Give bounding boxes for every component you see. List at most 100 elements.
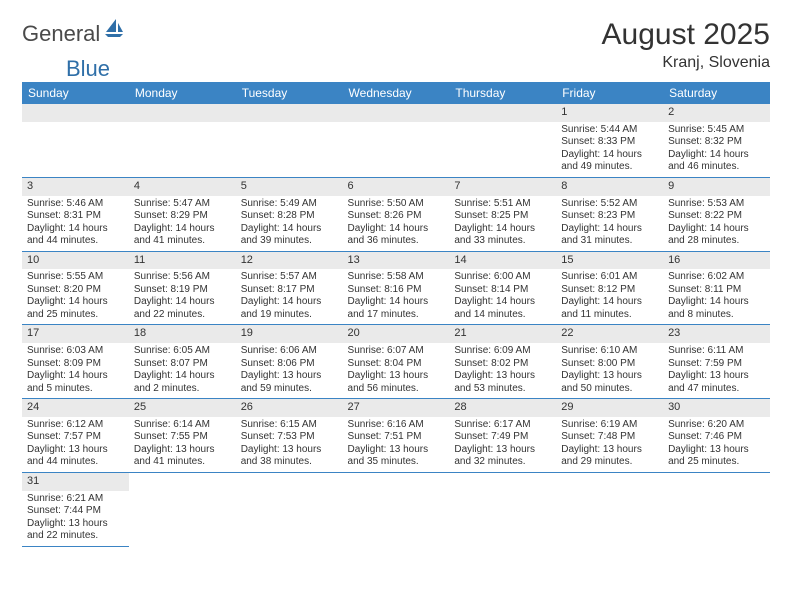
logo: General [22, 18, 125, 47]
day-body: Sunrise: 6:19 AMSunset: 7:48 PMDaylight:… [556, 417, 663, 472]
day-body: Sunrise: 6:05 AMSunset: 8:07 PMDaylight:… [129, 343, 236, 398]
day-body: Sunrise: 5:44 AMSunset: 8:33 PMDaylight:… [556, 122, 663, 177]
day-body: Sunrise: 5:46 AMSunset: 8:31 PMDaylight:… [22, 196, 129, 251]
day-number: 15 [556, 252, 663, 270]
day-body: Sunrise: 5:53 AMSunset: 8:22 PMDaylight:… [663, 196, 770, 251]
day-body: Sunrise: 5:57 AMSunset: 8:17 PMDaylight:… [236, 269, 343, 324]
calendar-cell: 25Sunrise: 6:14 AMSunset: 7:55 PMDayligh… [129, 399, 236, 473]
calendar-cell: 7Sunrise: 5:51 AMSunset: 8:25 PMDaylight… [449, 177, 556, 251]
calendar-cell: 17Sunrise: 6:03 AMSunset: 8:09 PMDayligh… [22, 325, 129, 399]
day-number: 13 [343, 252, 450, 270]
day-body: Sunrise: 5:56 AMSunset: 8:19 PMDaylight:… [129, 269, 236, 324]
day-body: Sunrise: 6:06 AMSunset: 8:06 PMDaylight:… [236, 343, 343, 398]
day-body: Sunrise: 6:21 AMSunset: 7:44 PMDaylight:… [22, 491, 129, 546]
day-body: Sunrise: 6:10 AMSunset: 8:00 PMDaylight:… [556, 343, 663, 398]
calendar-col-header: Thursday [449, 82, 556, 104]
calendar-cell [22, 104, 129, 177]
calendar-cell [343, 472, 450, 546]
day-body: Sunrise: 6:17 AMSunset: 7:49 PMDaylight:… [449, 417, 556, 472]
calendar-cell [236, 472, 343, 546]
day-body: Sunrise: 5:52 AMSunset: 8:23 PMDaylight:… [556, 196, 663, 251]
day-body: Sunrise: 6:02 AMSunset: 8:11 PMDaylight:… [663, 269, 770, 324]
calendar-cell: 1Sunrise: 5:44 AMSunset: 8:33 PMDaylight… [556, 104, 663, 177]
calendar-cell: 18Sunrise: 6:05 AMSunset: 8:07 PMDayligh… [129, 325, 236, 399]
calendar-cell: 29Sunrise: 6:19 AMSunset: 7:48 PMDayligh… [556, 399, 663, 473]
day-number: 6 [343, 178, 450, 196]
calendar-cell: 27Sunrise: 6:16 AMSunset: 7:51 PMDayligh… [343, 399, 450, 473]
calendar-cell: 5Sunrise: 5:49 AMSunset: 8:28 PMDaylight… [236, 177, 343, 251]
day-number: 23 [663, 325, 770, 343]
calendar-cell: 14Sunrise: 6:00 AMSunset: 8:14 PMDayligh… [449, 251, 556, 325]
calendar-cell: 19Sunrise: 6:06 AMSunset: 8:06 PMDayligh… [236, 325, 343, 399]
day-body: Sunrise: 5:55 AMSunset: 8:20 PMDaylight:… [22, 269, 129, 324]
calendar-cell: 13Sunrise: 5:58 AMSunset: 8:16 PMDayligh… [343, 251, 450, 325]
day-number: 11 [129, 252, 236, 270]
calendar-cell: 12Sunrise: 5:57 AMSunset: 8:17 PMDayligh… [236, 251, 343, 325]
page-title: August 2025 [602, 18, 770, 52]
calendar-cell: 28Sunrise: 6:17 AMSunset: 7:49 PMDayligh… [449, 399, 556, 473]
calendar-cell: 26Sunrise: 6:15 AMSunset: 7:53 PMDayligh… [236, 399, 343, 473]
day-number: 28 [449, 399, 556, 417]
title-block: August 2025 Kranj, Slovenia [602, 18, 770, 72]
page-subtitle: Kranj, Slovenia [602, 54, 770, 72]
calendar-cell: 6Sunrise: 5:50 AMSunset: 8:26 PMDaylight… [343, 177, 450, 251]
day-number: 8 [556, 178, 663, 196]
day-body: Sunrise: 5:50 AMSunset: 8:26 PMDaylight:… [343, 196, 450, 251]
logo-text-blue: Blue [66, 56, 110, 82]
calendar-cell: 3Sunrise: 5:46 AMSunset: 8:31 PMDaylight… [22, 177, 129, 251]
calendar-cell: 16Sunrise: 6:02 AMSunset: 8:11 PMDayligh… [663, 251, 770, 325]
day-body: Sunrise: 6:20 AMSunset: 7:46 PMDaylight:… [663, 417, 770, 472]
day-number: 4 [129, 178, 236, 196]
day-number: 12 [236, 252, 343, 270]
day-number: 21 [449, 325, 556, 343]
day-body: Sunrise: 6:12 AMSunset: 7:57 PMDaylight:… [22, 417, 129, 472]
day-body: Sunrise: 5:51 AMSunset: 8:25 PMDaylight:… [449, 196, 556, 251]
calendar-cell: 22Sunrise: 6:10 AMSunset: 8:00 PMDayligh… [556, 325, 663, 399]
day-number: 19 [236, 325, 343, 343]
day-body: Sunrise: 6:09 AMSunset: 8:02 PMDaylight:… [449, 343, 556, 398]
calendar-cell [129, 472, 236, 546]
day-body: Sunrise: 5:49 AMSunset: 8:28 PMDaylight:… [236, 196, 343, 251]
sailboat-icon [103, 18, 125, 44]
calendar-cell: 9Sunrise: 5:53 AMSunset: 8:22 PMDaylight… [663, 177, 770, 251]
calendar-cell: 15Sunrise: 6:01 AMSunset: 8:12 PMDayligh… [556, 251, 663, 325]
calendar-cell [343, 104, 450, 177]
calendar-col-header: Friday [556, 82, 663, 104]
calendar-col-header: Wednesday [343, 82, 450, 104]
day-number: 16 [663, 252, 770, 270]
calendar-cell [663, 472, 770, 546]
day-body: Sunrise: 6:16 AMSunset: 7:51 PMDaylight:… [343, 417, 450, 472]
day-number: 5 [236, 178, 343, 196]
calendar-body: 1Sunrise: 5:44 AMSunset: 8:33 PMDaylight… [22, 104, 770, 546]
day-number: 29 [556, 399, 663, 417]
calendar-cell: 24Sunrise: 6:12 AMSunset: 7:57 PMDayligh… [22, 399, 129, 473]
calendar-col-header: Tuesday [236, 82, 343, 104]
day-number: 2 [663, 104, 770, 122]
calendar-cell: 11Sunrise: 5:56 AMSunset: 8:19 PMDayligh… [129, 251, 236, 325]
day-body: Sunrise: 5:45 AMSunset: 8:32 PMDaylight:… [663, 122, 770, 177]
day-number: 24 [22, 399, 129, 417]
day-number: 17 [22, 325, 129, 343]
day-number: 22 [556, 325, 663, 343]
calendar-cell: 23Sunrise: 6:11 AMSunset: 7:59 PMDayligh… [663, 325, 770, 399]
calendar-col-header: Saturday [663, 82, 770, 104]
day-number: 26 [236, 399, 343, 417]
day-number: 31 [22, 473, 129, 491]
day-body: Sunrise: 6:07 AMSunset: 8:04 PMDaylight:… [343, 343, 450, 398]
calendar-cell [449, 104, 556, 177]
logo-text-general: General [22, 21, 100, 47]
day-body: Sunrise: 6:11 AMSunset: 7:59 PMDaylight:… [663, 343, 770, 398]
calendar-cell [236, 104, 343, 177]
day-number: 30 [663, 399, 770, 417]
calendar-cell: 8Sunrise: 5:52 AMSunset: 8:23 PMDaylight… [556, 177, 663, 251]
calendar-table: SundayMondayTuesdayWednesdayThursdayFrid… [22, 82, 770, 547]
calendar-cell: 30Sunrise: 6:20 AMSunset: 7:46 PMDayligh… [663, 399, 770, 473]
calendar-cell [449, 472, 556, 546]
day-number: 18 [129, 325, 236, 343]
day-body: Sunrise: 6:01 AMSunset: 8:12 PMDaylight:… [556, 269, 663, 324]
day-number: 20 [343, 325, 450, 343]
calendar-cell: 20Sunrise: 6:07 AMSunset: 8:04 PMDayligh… [343, 325, 450, 399]
calendar-cell: 10Sunrise: 5:55 AMSunset: 8:20 PMDayligh… [22, 251, 129, 325]
day-number: 9 [663, 178, 770, 196]
day-number: 27 [343, 399, 450, 417]
